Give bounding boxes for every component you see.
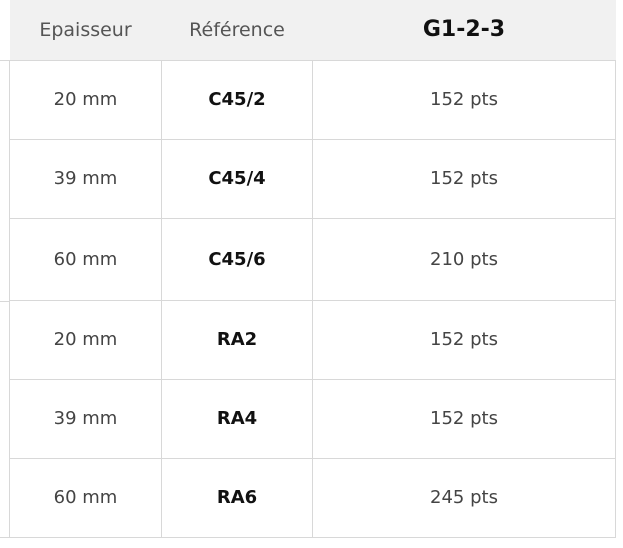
cell-reference: C45/6 [161,218,313,301]
cell-points: 152 pts [312,60,616,140]
left-edge-divider-bottom [0,537,9,538]
cell-thickness: 60 mm [9,218,162,301]
cell-reference: RA4 [161,379,313,459]
table-row: 20 mm C45/2 152 pts [9,60,616,140]
cell-points: 152 pts [312,379,616,459]
cell-thickness: 39 mm [9,139,162,219]
table-body: 20 mm C45/2 152 pts 39 mm C45/4 152 pts … [9,60,616,538]
cell-points: 152 pts [312,139,616,219]
table-row: 39 mm C45/4 152 pts [9,139,616,219]
cell-reference: C45/4 [161,139,313,219]
table-row: 60 mm RA6 245 pts [9,458,616,538]
points-table-container: Epaisseur Référence G1-2-3 20 mm C45/2 1… [9,0,616,538]
cell-reference: C45/2 [161,60,313,140]
cell-thickness: 20 mm [9,60,162,140]
cell-points: 210 pts [312,218,616,301]
table-row: 60 mm C45/6 210 pts [9,218,616,301]
cell-thickness: 60 mm [9,458,162,538]
cell-points: 245 pts [312,458,616,538]
left-edge-divider-top [0,60,9,61]
cell-points: 152 pts [312,300,616,380]
cell-reference: RA2 [161,300,313,380]
header-reference: Référence [161,0,313,61]
points-table: Epaisseur Référence G1-2-3 20 mm C45/2 1… [9,0,616,538]
table-row: 20 mm RA2 152 pts [9,300,616,380]
header-row: Epaisseur Référence G1-2-3 [9,0,616,61]
header-group: G1-2-3 [312,0,616,61]
cell-reference: RA6 [161,458,313,538]
cell-thickness: 39 mm [9,379,162,459]
cell-thickness: 20 mm [9,300,162,380]
header-thickness: Epaisseur [9,0,162,61]
table-header: Epaisseur Référence G1-2-3 [9,0,616,61]
left-edge-divider-middle [0,301,9,302]
table-row: 39 mm RA4 152 pts [9,379,616,459]
